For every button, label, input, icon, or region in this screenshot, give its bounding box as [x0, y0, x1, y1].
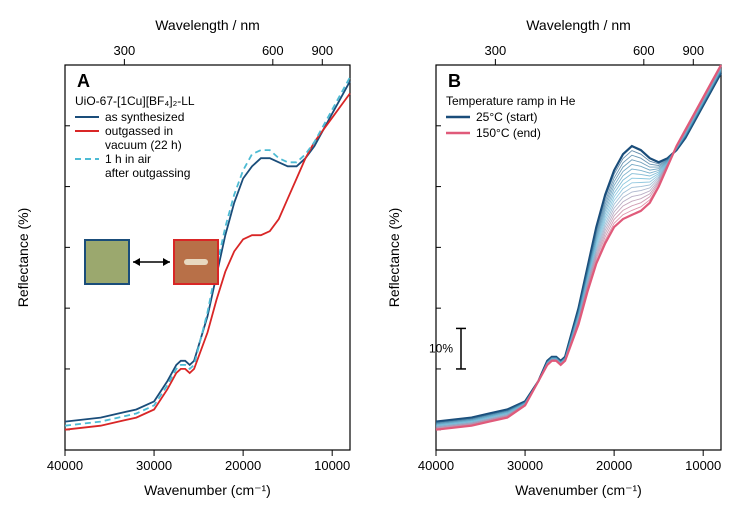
panel-a: 300 600 900 40000 30000 20000 10000 Wavelength … — [10, 10, 361, 510]
svg-text:after outgassing: after outgassing — [105, 166, 190, 180]
svg-text:40000: 40000 — [47, 458, 83, 473]
svg-text:20000: 20000 — [225, 458, 261, 473]
svg-text:20000: 20000 — [596, 458, 632, 473]
svg-text:600: 600 — [633, 43, 655, 58]
svg-text:UiO-67-[1Cu][BF₄]₂-LL: UiO-67-[1Cu][BF₄]₂-LL — [75, 94, 195, 108]
svg-text:Reflectance (%): Reflectance (%) — [386, 208, 402, 308]
svg-text:25°C (start): 25°C (start) — [476, 110, 537, 124]
svg-text:Temperature ramp in He: Temperature ramp in He — [446, 94, 576, 108]
svg-text:30000: 30000 — [507, 458, 543, 473]
svg-text:10000: 10000 — [314, 458, 350, 473]
svg-text:30000: 30000 — [136, 458, 172, 473]
svg-text:300: 300 — [485, 43, 507, 58]
svg-text:A: A — [77, 71, 90, 91]
svg-text:10000: 10000 — [685, 458, 721, 473]
svg-text:40000: 40000 — [418, 458, 454, 473]
svg-text:900: 900 — [311, 43, 333, 58]
chart-b-svg: 300 600 900 40000 30000 20000 10000 Wavelength … — [381, 10, 731, 510]
svg-text:Reflectance (%): Reflectance (%) — [15, 208, 31, 308]
svg-text:Wavelength / nm: Wavelength / nm — [526, 17, 631, 33]
svg-text:900: 900 — [682, 43, 704, 58]
chart-a-svg: 300 600 900 40000 30000 20000 10000 Wavelength … — [10, 10, 360, 510]
svg-text:10%: 10% — [429, 342, 453, 356]
svg-text:300: 300 — [114, 43, 136, 58]
panel-b: 300 600 900 40000 30000 20000 10000 Wavelength … — [381, 10, 732, 510]
svg-text:Wavelength / nm: Wavelength / nm — [155, 17, 260, 33]
svg-text:as synthesized: as synthesized — [105, 110, 184, 124]
svg-text:vacuum (22 h): vacuum (22 h) — [105, 138, 182, 152]
svg-text:600: 600 — [262, 43, 284, 58]
svg-text:B: B — [448, 71, 461, 91]
svg-text:1 h in air: 1 h in air — [105, 152, 151, 166]
svg-text:Wavenumber (cm⁻¹): Wavenumber (cm⁻¹) — [515, 482, 642, 498]
svg-text:Wavenumber (cm⁻¹): Wavenumber (cm⁻¹) — [144, 482, 271, 498]
svg-text:outgassed in: outgassed in — [105, 124, 173, 138]
svg-text:150°C (end): 150°C (end) — [476, 126, 541, 140]
